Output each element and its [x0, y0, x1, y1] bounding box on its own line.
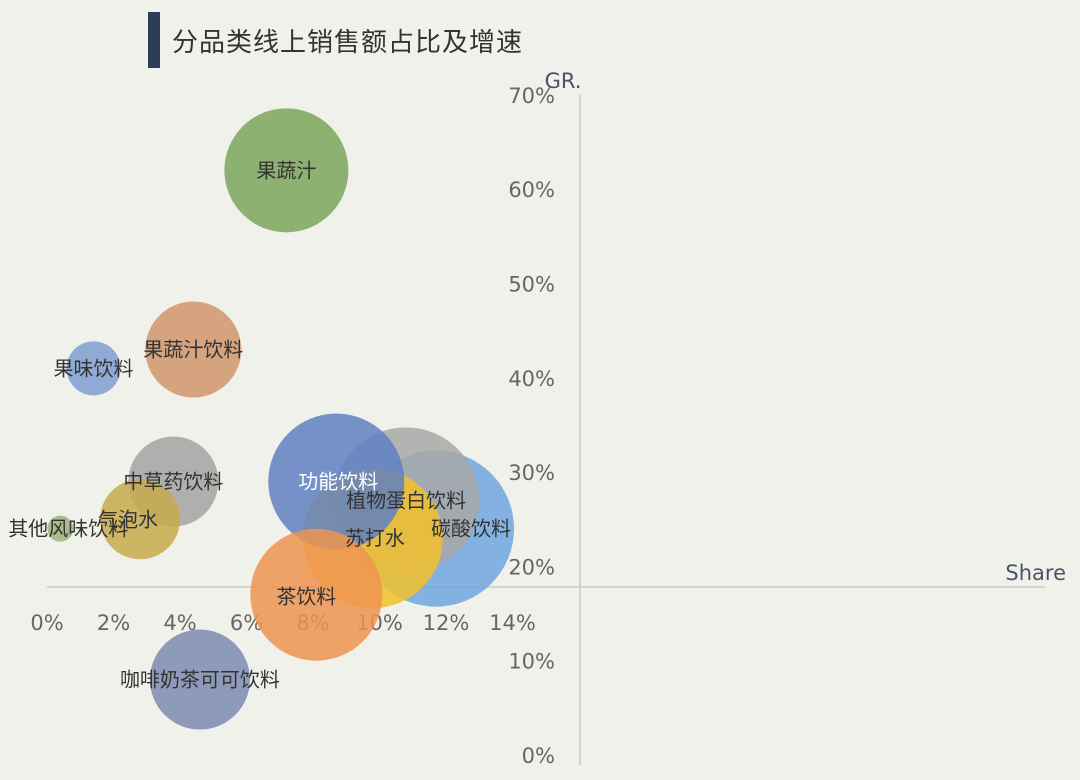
bubble-label: 功能饮料	[298, 470, 378, 494]
y-tick-label: 0%	[522, 744, 555, 768]
y-tick-label: 60%	[508, 178, 555, 202]
y-axis-title: GR.	[545, 69, 582, 93]
bubble	[149, 629, 250, 730]
chart-title: 分品类线上销售额占比及增速	[172, 28, 524, 58]
y-tick-label: 40%	[508, 367, 555, 391]
bubble	[100, 479, 181, 560]
bubble	[268, 413, 405, 550]
bubble	[224, 108, 349, 233]
x-tick-label: 2%	[97, 611, 130, 635]
x-tick-label: 14%	[489, 611, 536, 635]
x-axis-title: Share	[1005, 561, 1066, 585]
axes-layer: 0%2%4%6%8%10%12%14%0%10%20%30%40%50%60%7…	[30, 69, 1066, 768]
bubble	[66, 341, 121, 396]
bubble	[47, 515, 74, 542]
y-tick-label: 70%	[508, 84, 555, 108]
y-tick-label: 20%	[508, 555, 555, 579]
bubble-label: 其他风味饮料	[8, 517, 128, 541]
bubble-layer	[47, 108, 515, 730]
y-tick-label: 10%	[508, 650, 555, 674]
title-accent-bar	[148, 12, 160, 68]
bubble-label: 果蔬汁	[256, 158, 316, 182]
y-tick-label: 50%	[508, 273, 555, 297]
bubble-label: 咖啡奶茶可可饮料	[120, 668, 280, 692]
bubble	[250, 528, 383, 661]
y-tick-label: 30%	[508, 461, 555, 485]
x-tick-label: 12%	[423, 611, 470, 635]
bubble-label: 果味饮料	[54, 356, 134, 380]
bubble-label: 中草药饮料	[123, 470, 223, 494]
bubble-label: 茶饮料	[276, 585, 336, 609]
bubble-label: 气泡水	[98, 507, 158, 531]
bubble-label: 碳酸饮料	[431, 517, 511, 541]
bubble-label: 果蔬汁饮料	[143, 338, 243, 362]
bubble-label: 植物蛋白饮料	[346, 488, 466, 512]
bubble-label: 苏打水	[345, 526, 405, 550]
bubble	[145, 301, 242, 398]
x-tick-label: 0%	[30, 611, 63, 635]
